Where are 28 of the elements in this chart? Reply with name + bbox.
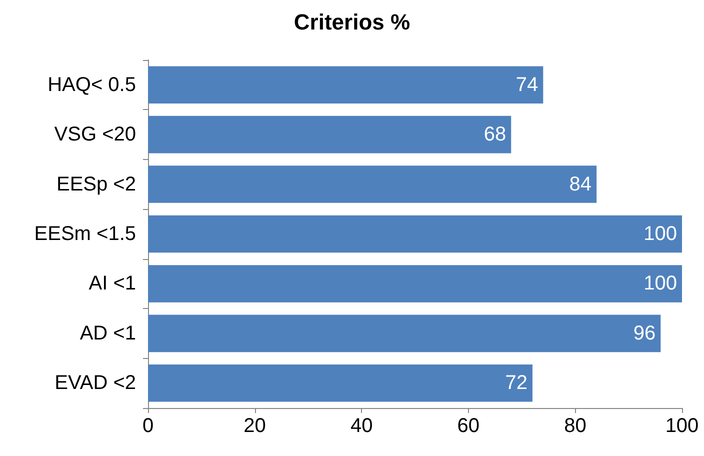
data-label: 84 [569, 173, 592, 196]
x-tick-label: 100 [665, 415, 699, 437]
y-tick-label: EVAD <2 [54, 372, 136, 394]
bar [148, 66, 544, 104]
x-tick-label: 20 [244, 415, 266, 437]
bar [148, 364, 532, 402]
x-tick-label: 0 [142, 415, 154, 437]
bar [148, 166, 597, 203]
data-label: 96 [633, 322, 656, 344]
data-label: 100 [644, 272, 677, 295]
y-tick-label: EESm <1.5 [34, 223, 136, 245]
y-tick-label: AD <1 [80, 322, 136, 344]
data-label: 72 [505, 372, 528, 394]
bar [148, 265, 682, 302]
bar [148, 215, 682, 253]
bar [148, 314, 661, 352]
x-tick-label: 40 [350, 415, 373, 437]
data-label: 74 [516, 74, 538, 96]
y-tick-label: HAQ< 0.5 [48, 74, 136, 96]
x-tick-label: 60 [457, 415, 480, 437]
bar [148, 116, 512, 154]
data-label: 100 [644, 223, 677, 245]
data-label: 68 [484, 124, 506, 146]
y-tick-label: AI <1 [88, 272, 136, 295]
y-tick-label: VSG <20 [54, 124, 136, 146]
chart-title: Criterios % [294, 10, 410, 34]
x-tick-label: 80 [564, 415, 586, 437]
y-tick-label: EESp <2 [56, 173, 136, 196]
